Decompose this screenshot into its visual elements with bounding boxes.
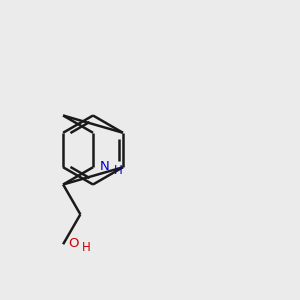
Text: H: H: [82, 241, 91, 254]
Text: H: H: [113, 164, 122, 177]
Text: N: N: [100, 160, 109, 172]
Text: O: O: [68, 237, 79, 250]
